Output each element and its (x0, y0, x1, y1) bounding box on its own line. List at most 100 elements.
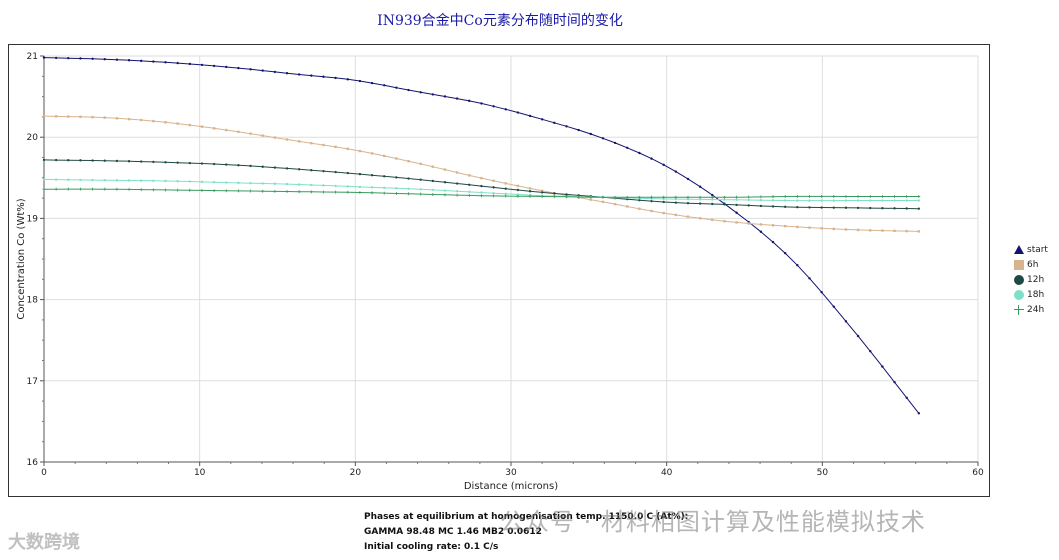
data-point-start (735, 211, 738, 214)
data-point-12h (346, 171, 349, 175)
data-point-12h (249, 164, 252, 168)
data-point-start (771, 240, 775, 244)
data-point-6h (91, 115, 94, 119)
data-point-18h (176, 180, 179, 183)
data-point-6h (917, 230, 921, 233)
data-point-18h (346, 185, 349, 188)
data-point-6h (492, 179, 495, 182)
data-point-6h (79, 115, 82, 119)
data-point-24h (820, 194, 824, 198)
data-point-12h (747, 204, 750, 207)
data-point-24h (407, 192, 411, 196)
data-point-6h (212, 127, 216, 130)
data-point-24h (844, 194, 848, 198)
data-point-start (674, 170, 678, 173)
data-point-24h (540, 194, 544, 198)
data-point-6h (383, 154, 386, 158)
series-line-12h (43, 159, 919, 210)
data-point-24h (625, 195, 629, 199)
data-point-start (431, 93, 435, 96)
data-point-18h (358, 185, 362, 189)
data-point-24h (103, 187, 107, 191)
data-point-12h (54, 158, 58, 162)
data-point-6h (237, 130, 240, 134)
data-point-24h (115, 187, 119, 191)
data-point-24h (200, 188, 204, 192)
data-point-12h (905, 207, 908, 210)
data-point-18h (881, 199, 884, 202)
data-point-6h (176, 122, 179, 125)
data-point-12h (808, 206, 811, 209)
data-point-start (504, 108, 507, 111)
data-point-start (698, 185, 702, 188)
data-point-24h (273, 189, 277, 193)
data-point-6h (735, 221, 738, 224)
data-point-start (200, 63, 204, 67)
data-point-6h (771, 224, 775, 227)
data-point-24h (236, 189, 240, 193)
data-point-18h (395, 187, 398, 190)
data-point-24h (504, 194, 508, 198)
x-tick-label: 0 (41, 468, 47, 478)
data-point-start (225, 65, 228, 69)
data-point-12h (832, 206, 835, 209)
data-point-6h (407, 159, 410, 163)
data-point-18h (504, 192, 507, 196)
data-point-start (626, 146, 629, 149)
data-point-start (188, 62, 192, 66)
data-point-6h (468, 174, 471, 177)
data-point-12h (638, 198, 641, 202)
data-point-6h (480, 176, 483, 180)
data-point-6h (285, 138, 289, 141)
legend-label: 24h (1027, 304, 1045, 315)
data-point-18h (431, 188, 435, 192)
data-point-6h (723, 219, 726, 223)
data-point-6h (820, 227, 823, 230)
data-point-12h (686, 201, 690, 205)
data-point-12h (115, 159, 119, 163)
data-point-12h (516, 188, 520, 192)
data-point-24h (370, 191, 374, 195)
data-point-18h (419, 188, 422, 191)
y-tick-label: 18 (27, 296, 39, 306)
data-point-24h (127, 187, 131, 191)
data-point-6h (650, 209, 653, 213)
data-point-6h (844, 228, 848, 231)
data-point-6h (273, 136, 277, 139)
data-point-12h (893, 207, 896, 210)
data-point-12h (443, 181, 447, 184)
data-point-6h (370, 152, 374, 155)
data-point-6h (127, 117, 131, 121)
data-point-24h (880, 194, 884, 198)
data-point-18h (261, 182, 264, 185)
data-point-24h (164, 188, 168, 192)
x-tick-label: 30 (505, 468, 517, 478)
circle-marker-icon (1014, 289, 1024, 300)
data-point-18h (103, 179, 106, 182)
data-point-18h (747, 198, 750, 202)
data-point-6h (164, 121, 167, 124)
data-point-12h (285, 167, 289, 170)
data-point-start (115, 58, 119, 61)
data-point-12h (796, 205, 799, 209)
data-point-24h (467, 193, 471, 197)
data-point-start (443, 95, 447, 98)
data-point-24h (479, 194, 483, 198)
data-point-12h (698, 202, 702, 205)
data-point-18h (225, 181, 228, 184)
legend-item-6h: 6h (1014, 257, 1048, 272)
data-point-24h (285, 190, 289, 194)
data-point-24h (528, 194, 532, 198)
data-point-24h (868, 194, 872, 198)
data-point-6h (455, 171, 459, 174)
data-point-12h (711, 202, 714, 206)
data-point-start (285, 72, 289, 75)
data-point-18h (54, 178, 58, 181)
data-point-6h (893, 229, 896, 233)
data-point-start (577, 128, 580, 132)
data-point-18h (115, 179, 119, 182)
data-point-24h (297, 190, 301, 194)
data-point-start (917, 412, 921, 415)
data-point-18h (152, 179, 155, 182)
data-point-18h (285, 182, 289, 186)
